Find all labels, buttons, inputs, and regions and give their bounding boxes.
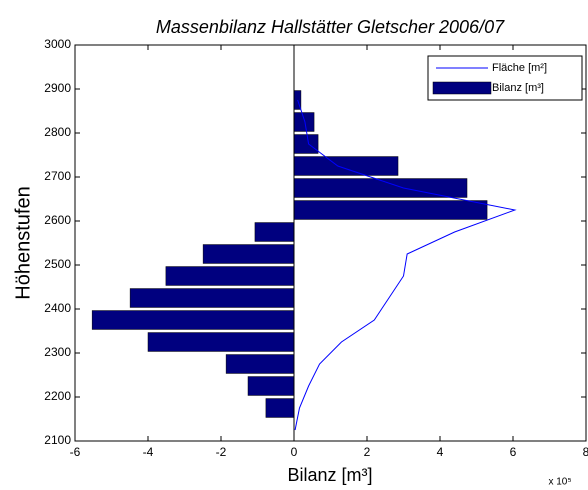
bar xyxy=(147,332,295,352)
y-tick-label: 3000 xyxy=(44,37,71,51)
x-tick-label: 2 xyxy=(364,445,371,459)
plot-frame xyxy=(74,44,587,442)
x-tick-label: 6 xyxy=(510,445,517,459)
y-tick-label: 2700 xyxy=(44,169,71,183)
bar xyxy=(293,200,488,220)
bar xyxy=(225,354,295,374)
y-tick-label: 2200 xyxy=(44,389,71,403)
bar xyxy=(293,112,315,132)
x-tick-label: -2 xyxy=(216,445,227,459)
x-tick-label: 0 xyxy=(291,445,298,459)
area-line xyxy=(294,99,517,431)
legend-label: Fläche [m²] xyxy=(492,62,547,74)
bar xyxy=(165,266,295,286)
y-tick-label: 2800 xyxy=(44,125,71,139)
bar xyxy=(247,376,295,396)
y-tick-label: 2300 xyxy=(44,345,71,359)
legend-swatch xyxy=(432,81,492,95)
bar xyxy=(293,134,319,154)
x-tick-label: -6 xyxy=(70,445,81,459)
y-axis-label: Höhenstufen xyxy=(12,186,34,299)
x-tick-label: -4 xyxy=(143,445,154,459)
bar xyxy=(91,310,295,330)
y-tick-label: 2900 xyxy=(44,81,71,95)
bar xyxy=(129,288,295,308)
bar xyxy=(293,156,399,176)
y-tick-label: 2100 xyxy=(44,433,71,447)
bar xyxy=(254,222,295,242)
legend-label: Bilanz [m³] xyxy=(492,82,544,94)
x-tick-label: 4 xyxy=(437,445,444,459)
x-axis-label: Bilanz [m³] xyxy=(287,465,372,485)
x-tick-label: 8 xyxy=(583,445,588,459)
bar xyxy=(202,244,295,264)
bar xyxy=(265,398,295,418)
bar xyxy=(293,178,468,198)
y-tick-label: 2600 xyxy=(44,213,71,227)
chart-title: Massenbilanz Hallstätter Gletscher 2006/… xyxy=(156,17,505,37)
y-tick-label: 2500 xyxy=(44,257,71,271)
x-multiplier: x 10⁵ xyxy=(548,477,571,488)
y-tick-label: 2400 xyxy=(44,301,71,315)
